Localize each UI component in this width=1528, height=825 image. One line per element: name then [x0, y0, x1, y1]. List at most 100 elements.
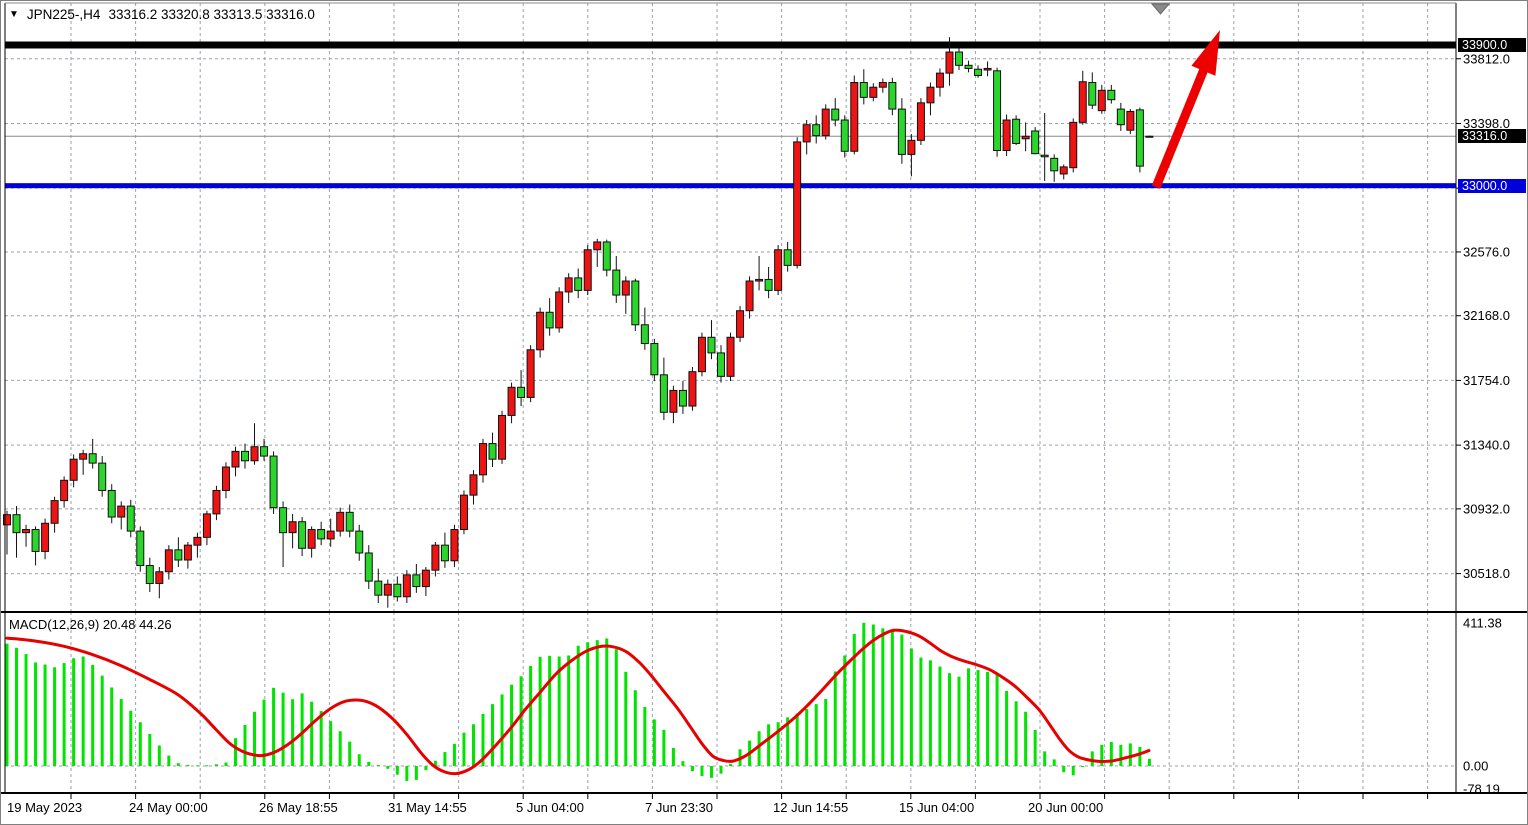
macd-histogram-bar: [1071, 766, 1075, 776]
symbol-period-label: JPN225-,H4: [26, 7, 101, 22]
macd-histogram-bar: [795, 713, 799, 766]
macd-histogram-bar: [129, 710, 133, 766]
candle-bear: [1040, 154, 1049, 158]
candle-bear: [1012, 118, 1021, 144]
candle-bull: [79, 453, 88, 460]
macd-histogram-bar: [986, 671, 990, 766]
candle-bull: [935, 72, 944, 88]
macd-histogram-bar: [595, 640, 599, 766]
macd-histogram-bar: [1109, 742, 1113, 766]
macd-histogram-bar: [72, 658, 76, 766]
candle-bear: [707, 336, 716, 354]
macd-histogram-bar: [519, 676, 523, 766]
macd-histogram-bar: [357, 754, 361, 766]
candle-bear: [1135, 109, 1144, 167]
macd-histogram-bar: [272, 687, 276, 766]
macd-histogram-bar: [471, 724, 475, 766]
macd-histogram-bar: [643, 706, 647, 766]
candle-bull: [3, 514, 11, 526]
candle-bull: [774, 249, 783, 291]
price-axis-label: 31754.0: [1463, 373, 1510, 388]
candle-bull: [155, 571, 164, 584]
macd-histogram-bar: [995, 672, 999, 766]
chart-shift-triangle-icon: [1150, 3, 1171, 15]
candle-bear: [88, 453, 97, 464]
macd-histogram-bar: [852, 633, 856, 766]
macd-histogram-bar: [633, 690, 637, 766]
price-axis-label: 30518.0: [1463, 566, 1510, 581]
date-axis-label: 26 May 18:55: [259, 800, 338, 815]
candle-bull: [307, 529, 316, 549]
macd-histogram-bar: [243, 724, 247, 766]
macd-histogram-bar: [186, 764, 190, 766]
macd-histogram-bar: [652, 719, 656, 766]
candle-bear: [1088, 82, 1097, 106]
macd-histogram-bar: [900, 634, 904, 766]
candle-bear: [859, 82, 868, 98]
candle-bull: [421, 569, 430, 588]
candle-bear: [640, 324, 649, 345]
candle-bull: [583, 249, 592, 291]
candle-bull: [1021, 135, 1030, 140]
candle-bear: [260, 446, 269, 457]
macd-histogram-bar: [776, 722, 780, 766]
candle-bull: [431, 544, 440, 571]
current-price-badge: 33316.0: [1458, 129, 1526, 143]
macd-histogram-bar: [81, 656, 85, 766]
macd-histogram-bar: [909, 648, 913, 766]
macd-histogram-bar: [890, 631, 894, 766]
macd-histogram-bar: [1100, 744, 1104, 766]
candle-bear: [31, 529, 40, 552]
macd-histogram-bar: [376, 764, 380, 766]
candle-bull: [793, 141, 802, 266]
macd-histogram-bar: [53, 667, 57, 766]
macd-histogram-bar: [176, 763, 180, 766]
candle-bear: [298, 521, 307, 549]
date-axis-label: 20 Jun 00:00: [1028, 800, 1103, 815]
candle-bear: [964, 64, 973, 69]
macd-histogram-bar: [671, 747, 675, 766]
macd-histogram-bar: [500, 694, 504, 766]
candle-bull: [288, 521, 297, 534]
candle-bull: [945, 51, 954, 74]
candle-bull: [688, 371, 697, 407]
candle-bull: [50, 500, 59, 524]
candle-bull: [916, 102, 925, 141]
candle-bull: [498, 414, 507, 460]
macd-histogram-bar: [843, 655, 847, 766]
macd-histogram-bar: [1147, 758, 1151, 766]
macd-histogram-bar: [729, 763, 733, 766]
candle-bear: [783, 249, 792, 266]
candle-bull: [41, 522, 50, 552]
macd-histogram-bar: [443, 752, 447, 766]
macd-histogram-bar: [957, 676, 961, 766]
macd-axis-label: 0.00: [1463, 759, 1488, 774]
candle-bull: [202, 513, 211, 538]
macd-histogram-bar: [1128, 743, 1132, 766]
macd-histogram-bar: [405, 766, 409, 781]
candle-bear: [764, 278, 773, 291]
macd-histogram-bar: [348, 741, 352, 766]
symbol-marker-icon[interactable]: ▼: [9, 8, 19, 20]
candle-bear: [145, 564, 154, 584]
macd-histogram-bar: [805, 708, 809, 766]
macd-histogram-bar: [1138, 746, 1142, 766]
candle-bull: [736, 310, 745, 338]
price-axis-label: 31340.0: [1463, 438, 1510, 453]
candle-bull: [755, 278, 764, 282]
macd-histogram-bar: [100, 675, 104, 766]
macd-histogram-bar: [338, 731, 342, 766]
macd-histogram-bar: [709, 766, 713, 778]
macd-histogram-bar: [319, 711, 323, 766]
macd-histogram-bar: [205, 765, 209, 767]
candle-bull: [507, 386, 516, 416]
macd-histogram-bar: [262, 699, 266, 766]
candle-bear: [1145, 135, 1154, 138]
macd-histogram-bar: [1090, 751, 1094, 766]
macd-histogram-bar: [576, 645, 580, 766]
macd-histogram-bar: [62, 663, 66, 766]
candle-bull: [1078, 81, 1087, 123]
date-axis-label: 19 May 2023: [7, 800, 82, 815]
macd-histogram-bar: [34, 662, 38, 766]
